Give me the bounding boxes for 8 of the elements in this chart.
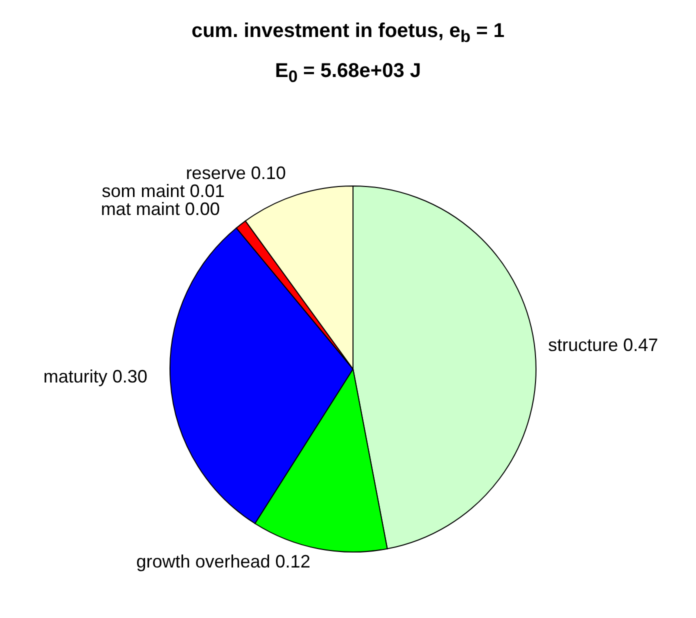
slice-label: som maint 0.01 — [102, 181, 225, 202]
chart-title: cum. investment in foetus, e$_{b}$ = 1 — [190, 19, 506, 48]
slice-label: growth overhead 0.12 — [136, 551, 310, 572]
category-label: mat maint 0.00 — [100, 199, 220, 220]
slice-label: maturity 0.30 — [43, 366, 148, 387]
chart-subtitle: E$_{0}$ = 5.68e+03 J — [274, 59, 422, 88]
slice-label: reserve 0.10 — [186, 162, 286, 183]
slice-label: structure 0.47 — [548, 335, 658, 356]
